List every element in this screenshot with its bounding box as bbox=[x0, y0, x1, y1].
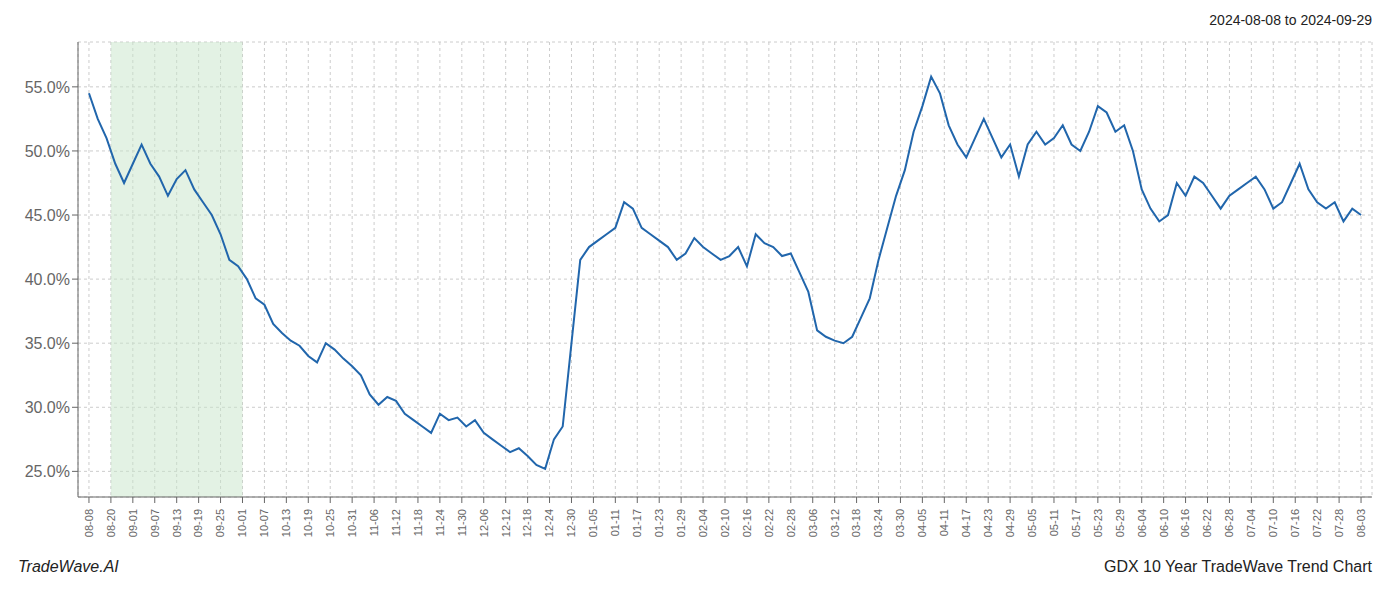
svg-text:03-18: 03-18 bbox=[850, 509, 862, 537]
svg-text:04-17: 04-17 bbox=[960, 509, 972, 537]
svg-text:02-04: 02-04 bbox=[697, 509, 709, 537]
svg-text:10-13: 10-13 bbox=[280, 509, 292, 537]
svg-text:08-20: 08-20 bbox=[105, 509, 117, 537]
svg-text:07-28: 07-28 bbox=[1333, 509, 1345, 537]
svg-text:04-05: 04-05 bbox=[916, 509, 928, 537]
svg-text:10-01: 10-01 bbox=[236, 509, 248, 537]
svg-text:02-10: 02-10 bbox=[719, 509, 731, 537]
svg-text:03-06: 03-06 bbox=[807, 509, 819, 537]
svg-text:10-31: 10-31 bbox=[346, 509, 358, 537]
svg-text:06-04: 06-04 bbox=[1136, 509, 1148, 537]
svg-text:10-07: 10-07 bbox=[258, 509, 270, 537]
svg-text:01-05: 01-05 bbox=[587, 509, 599, 537]
svg-text:07-22: 07-22 bbox=[1311, 509, 1323, 537]
svg-text:03-12: 03-12 bbox=[829, 509, 841, 537]
svg-text:02-16: 02-16 bbox=[741, 509, 753, 537]
svg-text:12-12: 12-12 bbox=[500, 509, 512, 537]
svg-text:01-29: 01-29 bbox=[675, 509, 687, 537]
svg-text:06-28: 06-28 bbox=[1223, 509, 1235, 537]
svg-text:05-05: 05-05 bbox=[1026, 509, 1038, 537]
svg-text:05-17: 05-17 bbox=[1070, 509, 1082, 537]
html-text:2024-08-08 to 2024-09-29: 2024-08-08 to 2024-09-29 bbox=[1209, 12, 1372, 28]
svg-text:01-11: 01-11 bbox=[609, 509, 621, 536]
svg-text:25.0%: 25.0% bbox=[25, 463, 70, 480]
svg-text:07-10: 07-10 bbox=[1267, 509, 1279, 537]
svg-text:03-30: 03-30 bbox=[894, 509, 906, 537]
svg-text:07-04: 07-04 bbox=[1245, 509, 1257, 537]
html-text:TradeWave.AI: TradeWave.AI bbox=[18, 558, 119, 575]
svg-text:09-01: 09-01 bbox=[127, 509, 139, 537]
svg-text:10-19: 10-19 bbox=[302, 509, 314, 537]
html-text:GDX 10 Year TradeWave Trend Ch: GDX 10 Year TradeWave Trend Chart bbox=[1104, 558, 1372, 575]
svg-text:12-24: 12-24 bbox=[543, 509, 555, 537]
svg-text:45.0%: 45.0% bbox=[25, 207, 70, 224]
svg-text:06-22: 06-22 bbox=[1201, 509, 1213, 537]
svg-text:06-10: 06-10 bbox=[1157, 509, 1169, 537]
svg-text:05-29: 05-29 bbox=[1114, 509, 1126, 537]
svg-text:09-19: 09-19 bbox=[192, 509, 204, 537]
svg-text:35.0%: 35.0% bbox=[25, 335, 70, 352]
svg-text:40.0%: 40.0% bbox=[25, 271, 70, 288]
svg-text:09-13: 09-13 bbox=[171, 509, 183, 537]
svg-text:05-11: 05-11 bbox=[1048, 509, 1060, 536]
svg-text:07-16: 07-16 bbox=[1289, 509, 1301, 537]
svg-text:11-12: 11-12 bbox=[390, 509, 402, 536]
svg-text:10-25: 10-25 bbox=[324, 509, 336, 537]
svg-text:12-30: 12-30 bbox=[565, 509, 577, 537]
svg-text:09-25: 09-25 bbox=[214, 509, 226, 537]
svg-text:50.0%: 50.0% bbox=[25, 143, 70, 160]
svg-text:08-08: 08-08 bbox=[83, 509, 95, 537]
svg-text:04-23: 04-23 bbox=[982, 509, 994, 537]
svg-text:02-28: 02-28 bbox=[785, 509, 797, 537]
svg-text:12-06: 12-06 bbox=[478, 509, 490, 537]
svg-text:02-22: 02-22 bbox=[763, 509, 775, 537]
svg-text:55.0%: 55.0% bbox=[25, 79, 70, 96]
svg-text:11-30: 11-30 bbox=[456, 509, 468, 536]
svg-text:12-18: 12-18 bbox=[521, 509, 533, 537]
svg-text:11-24: 11-24 bbox=[434, 509, 446, 536]
svg-text:03-24: 03-24 bbox=[872, 509, 884, 537]
svg-text:01-17: 01-17 bbox=[631, 509, 643, 537]
svg-text:09-07: 09-07 bbox=[149, 509, 161, 537]
svg-text:05-23: 05-23 bbox=[1092, 509, 1104, 537]
svg-text:01-23: 01-23 bbox=[653, 509, 665, 537]
svg-text:04-11: 04-11 bbox=[938, 509, 950, 536]
svg-text:08-03: 08-03 bbox=[1355, 509, 1367, 537]
svg-text:30.0%: 30.0% bbox=[25, 399, 70, 416]
svg-text:11-18: 11-18 bbox=[412, 509, 424, 536]
svg-text:04-29: 04-29 bbox=[1004, 509, 1016, 537]
svg-text:11-06: 11-06 bbox=[368, 509, 380, 536]
svg-text:06-16: 06-16 bbox=[1179, 509, 1191, 537]
